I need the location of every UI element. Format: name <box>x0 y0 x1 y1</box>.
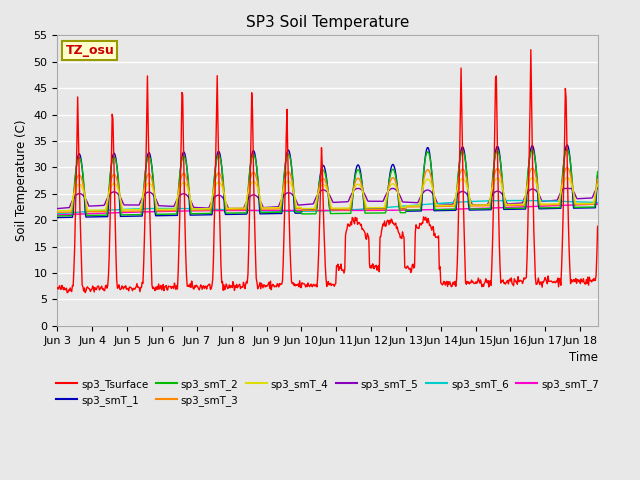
X-axis label: Time: Time <box>568 351 598 364</box>
Text: TZ_osu: TZ_osu <box>65 44 115 57</box>
Y-axis label: Soil Temperature (C): Soil Temperature (C) <box>15 120 28 241</box>
Title: SP3 Soil Temperature: SP3 Soil Temperature <box>246 15 409 30</box>
Legend: sp3_Tsurface, sp3_smT_1, sp3_smT_2, sp3_smT_3, sp3_smT_4, sp3_smT_5, sp3_smT_6, : sp3_Tsurface, sp3_smT_1, sp3_smT_2, sp3_… <box>52 374 603 410</box>
